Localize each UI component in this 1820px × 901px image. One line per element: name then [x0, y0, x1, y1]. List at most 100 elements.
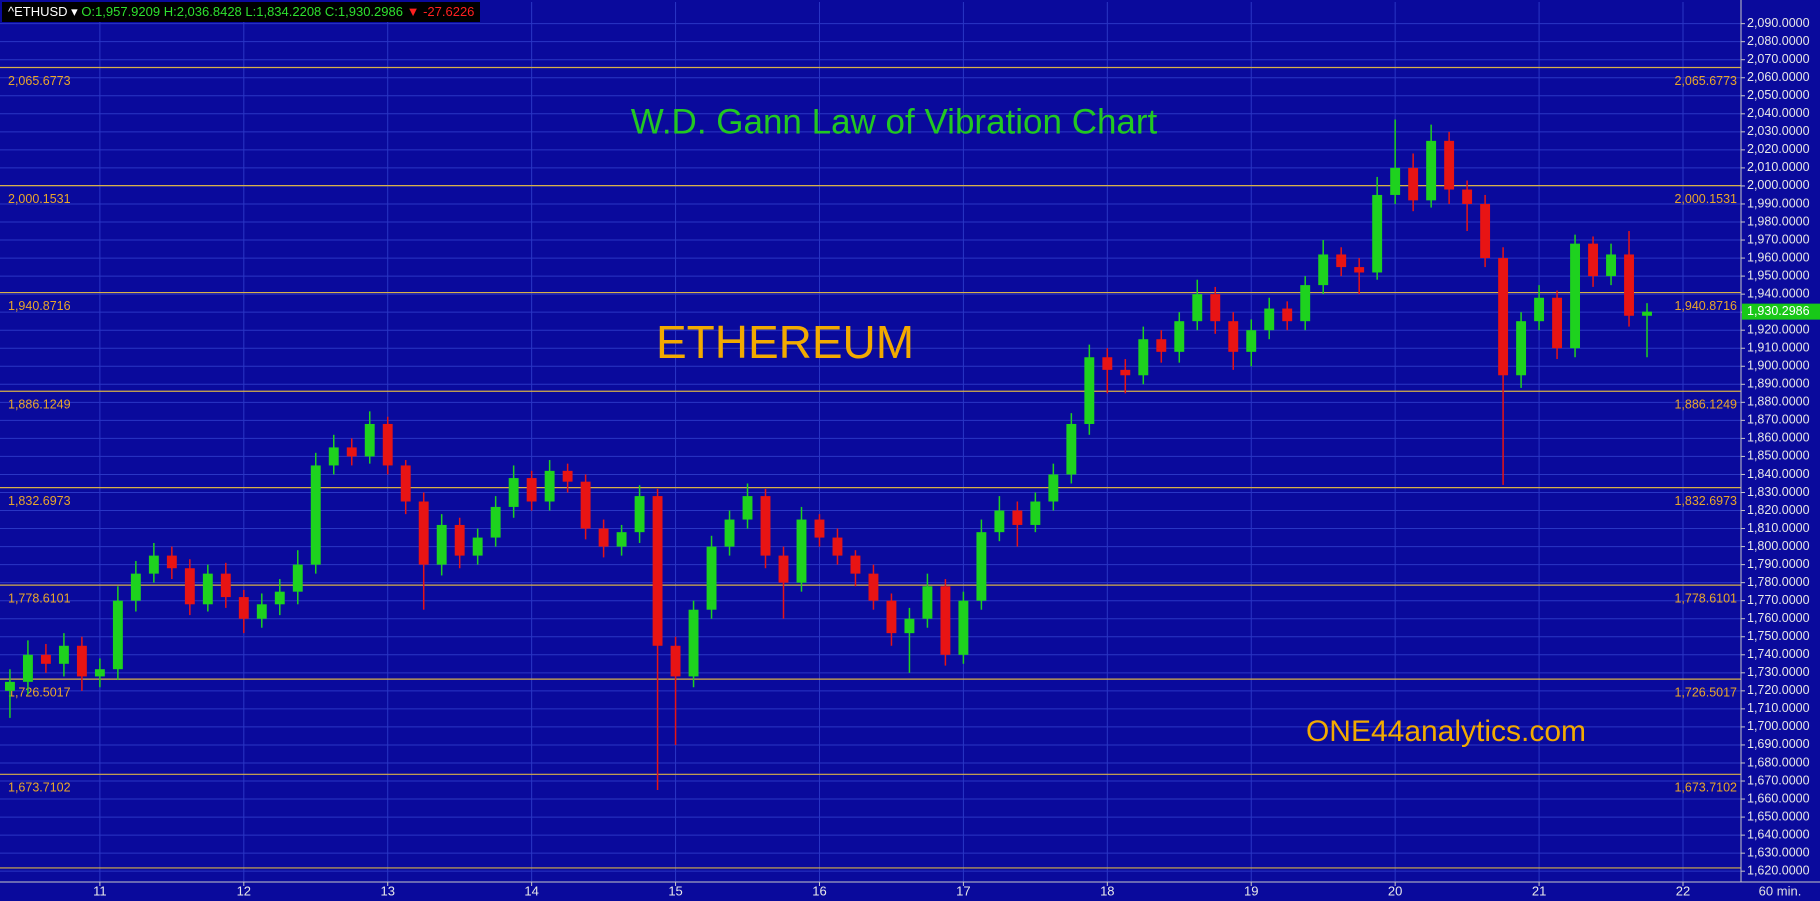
- y-tick-label: 2,000.0000: [1747, 178, 1810, 192]
- x-tick-label: 11: [93, 883, 107, 898]
- candle-body: [310, 465, 321, 565]
- candle-body: [472, 537, 483, 556]
- y-tick-label: 2,090.0000: [1747, 16, 1810, 30]
- candle-body: [166, 555, 177, 569]
- candle-body: [886, 600, 897, 634]
- y-tick-label: 2,080.0000: [1747, 34, 1810, 48]
- candle-body: [760, 496, 771, 556]
- candle-body: [436, 524, 447, 565]
- y-tick-label: 1,780.0000: [1747, 575, 1810, 589]
- y-tick-label: 1,640.0000: [1747, 827, 1810, 841]
- candle-body: [814, 519, 825, 538]
- y-tick-label: 1,830.0000: [1747, 485, 1810, 499]
- y-tick-label: 1,730.0000: [1747, 665, 1810, 679]
- y-tick-label: 1,740.0000: [1747, 647, 1810, 661]
- candle-body: [364, 423, 375, 457]
- y-tick-label: 2,040.0000: [1747, 106, 1810, 120]
- candle-body: [1300, 285, 1311, 322]
- candle-body: [580, 481, 591, 529]
- candle-body: [418, 501, 429, 565]
- y-tick-label: 1,990.0000: [1747, 196, 1810, 210]
- candle-body: [40, 654, 51, 664]
- candle-body: [922, 586, 933, 619]
- y-tick-label: 1,840.0000: [1747, 467, 1810, 481]
- candle-body: [112, 600, 123, 670]
- candle-body: [526, 478, 537, 502]
- x-tick-label: 14: [524, 883, 538, 898]
- candle-body: [724, 519, 735, 547]
- candle-body: [1102, 357, 1113, 370]
- y-tick-label: 1,960.0000: [1747, 250, 1810, 264]
- x-tick-label: 16: [812, 883, 826, 898]
- gann-level-label: 1,778.6101: [8, 591, 71, 605]
- change-icon: ▼: [406, 4, 420, 19]
- candle-body: [22, 654, 33, 682]
- candle-body: [274, 591, 285, 605]
- candle-body: [958, 600, 969, 655]
- candle-body: [184, 568, 195, 605]
- gann-level-label: 1,832.6973: [1674, 494, 1737, 508]
- y-tick-label: 1,810.0000: [1747, 521, 1810, 535]
- candle-body: [850, 555, 861, 574]
- last-price-label: 1,930.2986: [1747, 304, 1810, 318]
- y-tick-label: 1,860.0000: [1747, 431, 1810, 445]
- candle-body: [598, 528, 609, 547]
- dropdown-icon[interactable]: ▾: [67, 4, 82, 19]
- candle-body: [634, 496, 645, 533]
- y-tick-label: 1,760.0000: [1747, 611, 1810, 625]
- gann-level-label: 1,886.1249: [1674, 398, 1737, 412]
- candle-body: [4, 681, 15, 691]
- gann-level-label: 1,726.5017: [8, 685, 71, 699]
- y-tick-label: 1,710.0000: [1747, 701, 1810, 715]
- y-tick-label: 2,070.0000: [1747, 52, 1810, 66]
- y-tick-label: 1,910.0000: [1747, 341, 1810, 355]
- y-tick-label: 1,700.0000: [1747, 719, 1810, 733]
- y-tick-label: 2,020.0000: [1747, 142, 1810, 156]
- candle-body: [1282, 308, 1293, 322]
- candle-body: [940, 586, 951, 655]
- candle-body: [508, 478, 519, 507]
- ohlc-text: O:1,957.9209 H:2,036.8428 L:1,834.2208 C…: [81, 4, 403, 19]
- candle-body: [130, 573, 141, 601]
- candle-body: [382, 423, 393, 466]
- y-tick-label: 1,880.0000: [1747, 395, 1810, 409]
- gann-level-label: 1,832.6973: [8, 494, 71, 508]
- y-tick-label: 1,620.0000: [1747, 863, 1810, 877]
- candle-body: [1552, 297, 1563, 349]
- axes: 1,620.0000 1,630.0000 1,640.0000 1,650.0000…: [93, 16, 1820, 898]
- candle-body: [1642, 311, 1652, 316]
- candle-body: [1174, 321, 1185, 352]
- candle-body: [706, 546, 717, 610]
- candle-body: [1408, 167, 1419, 201]
- x-tick-label: 20: [1388, 883, 1402, 898]
- change-value: -27.6226: [423, 4, 475, 19]
- candle-body: [1138, 339, 1149, 376]
- candle-body: [1516, 321, 1527, 376]
- x-tick-label: 13: [380, 883, 394, 898]
- candle-body: [400, 465, 411, 502]
- gann-level-label: 1,673.7102: [1674, 781, 1737, 795]
- candle-body: [1336, 254, 1347, 268]
- x-tick-label: 19: [1244, 883, 1258, 898]
- candle-body: [1498, 258, 1509, 376]
- candle-body: [490, 506, 501, 538]
- candle-body: [976, 532, 987, 601]
- candle-body: [346, 447, 357, 457]
- y-tick-label: 1,670.0000: [1747, 773, 1810, 787]
- y-tick-label: 1,790.0000: [1747, 557, 1810, 571]
- y-tick-label: 1,660.0000: [1747, 791, 1810, 805]
- y-tick-label: 1,750.0000: [1747, 629, 1810, 643]
- candle-body: [1588, 243, 1598, 277]
- chart-subtitle: ETHEREUM: [656, 316, 914, 368]
- x-tick-label: 17: [956, 883, 970, 898]
- candle-body: [1426, 140, 1437, 201]
- y-tick-label: 1,650.0000: [1747, 809, 1810, 823]
- candle-body: [742, 496, 753, 520]
- candle-body: [1156, 339, 1167, 352]
- candle-body: [832, 537, 843, 556]
- candle-body: [454, 524, 465, 556]
- y-tick-label: 1,720.0000: [1747, 683, 1810, 697]
- gann-level-label: 2,000.1531: [1674, 192, 1737, 206]
